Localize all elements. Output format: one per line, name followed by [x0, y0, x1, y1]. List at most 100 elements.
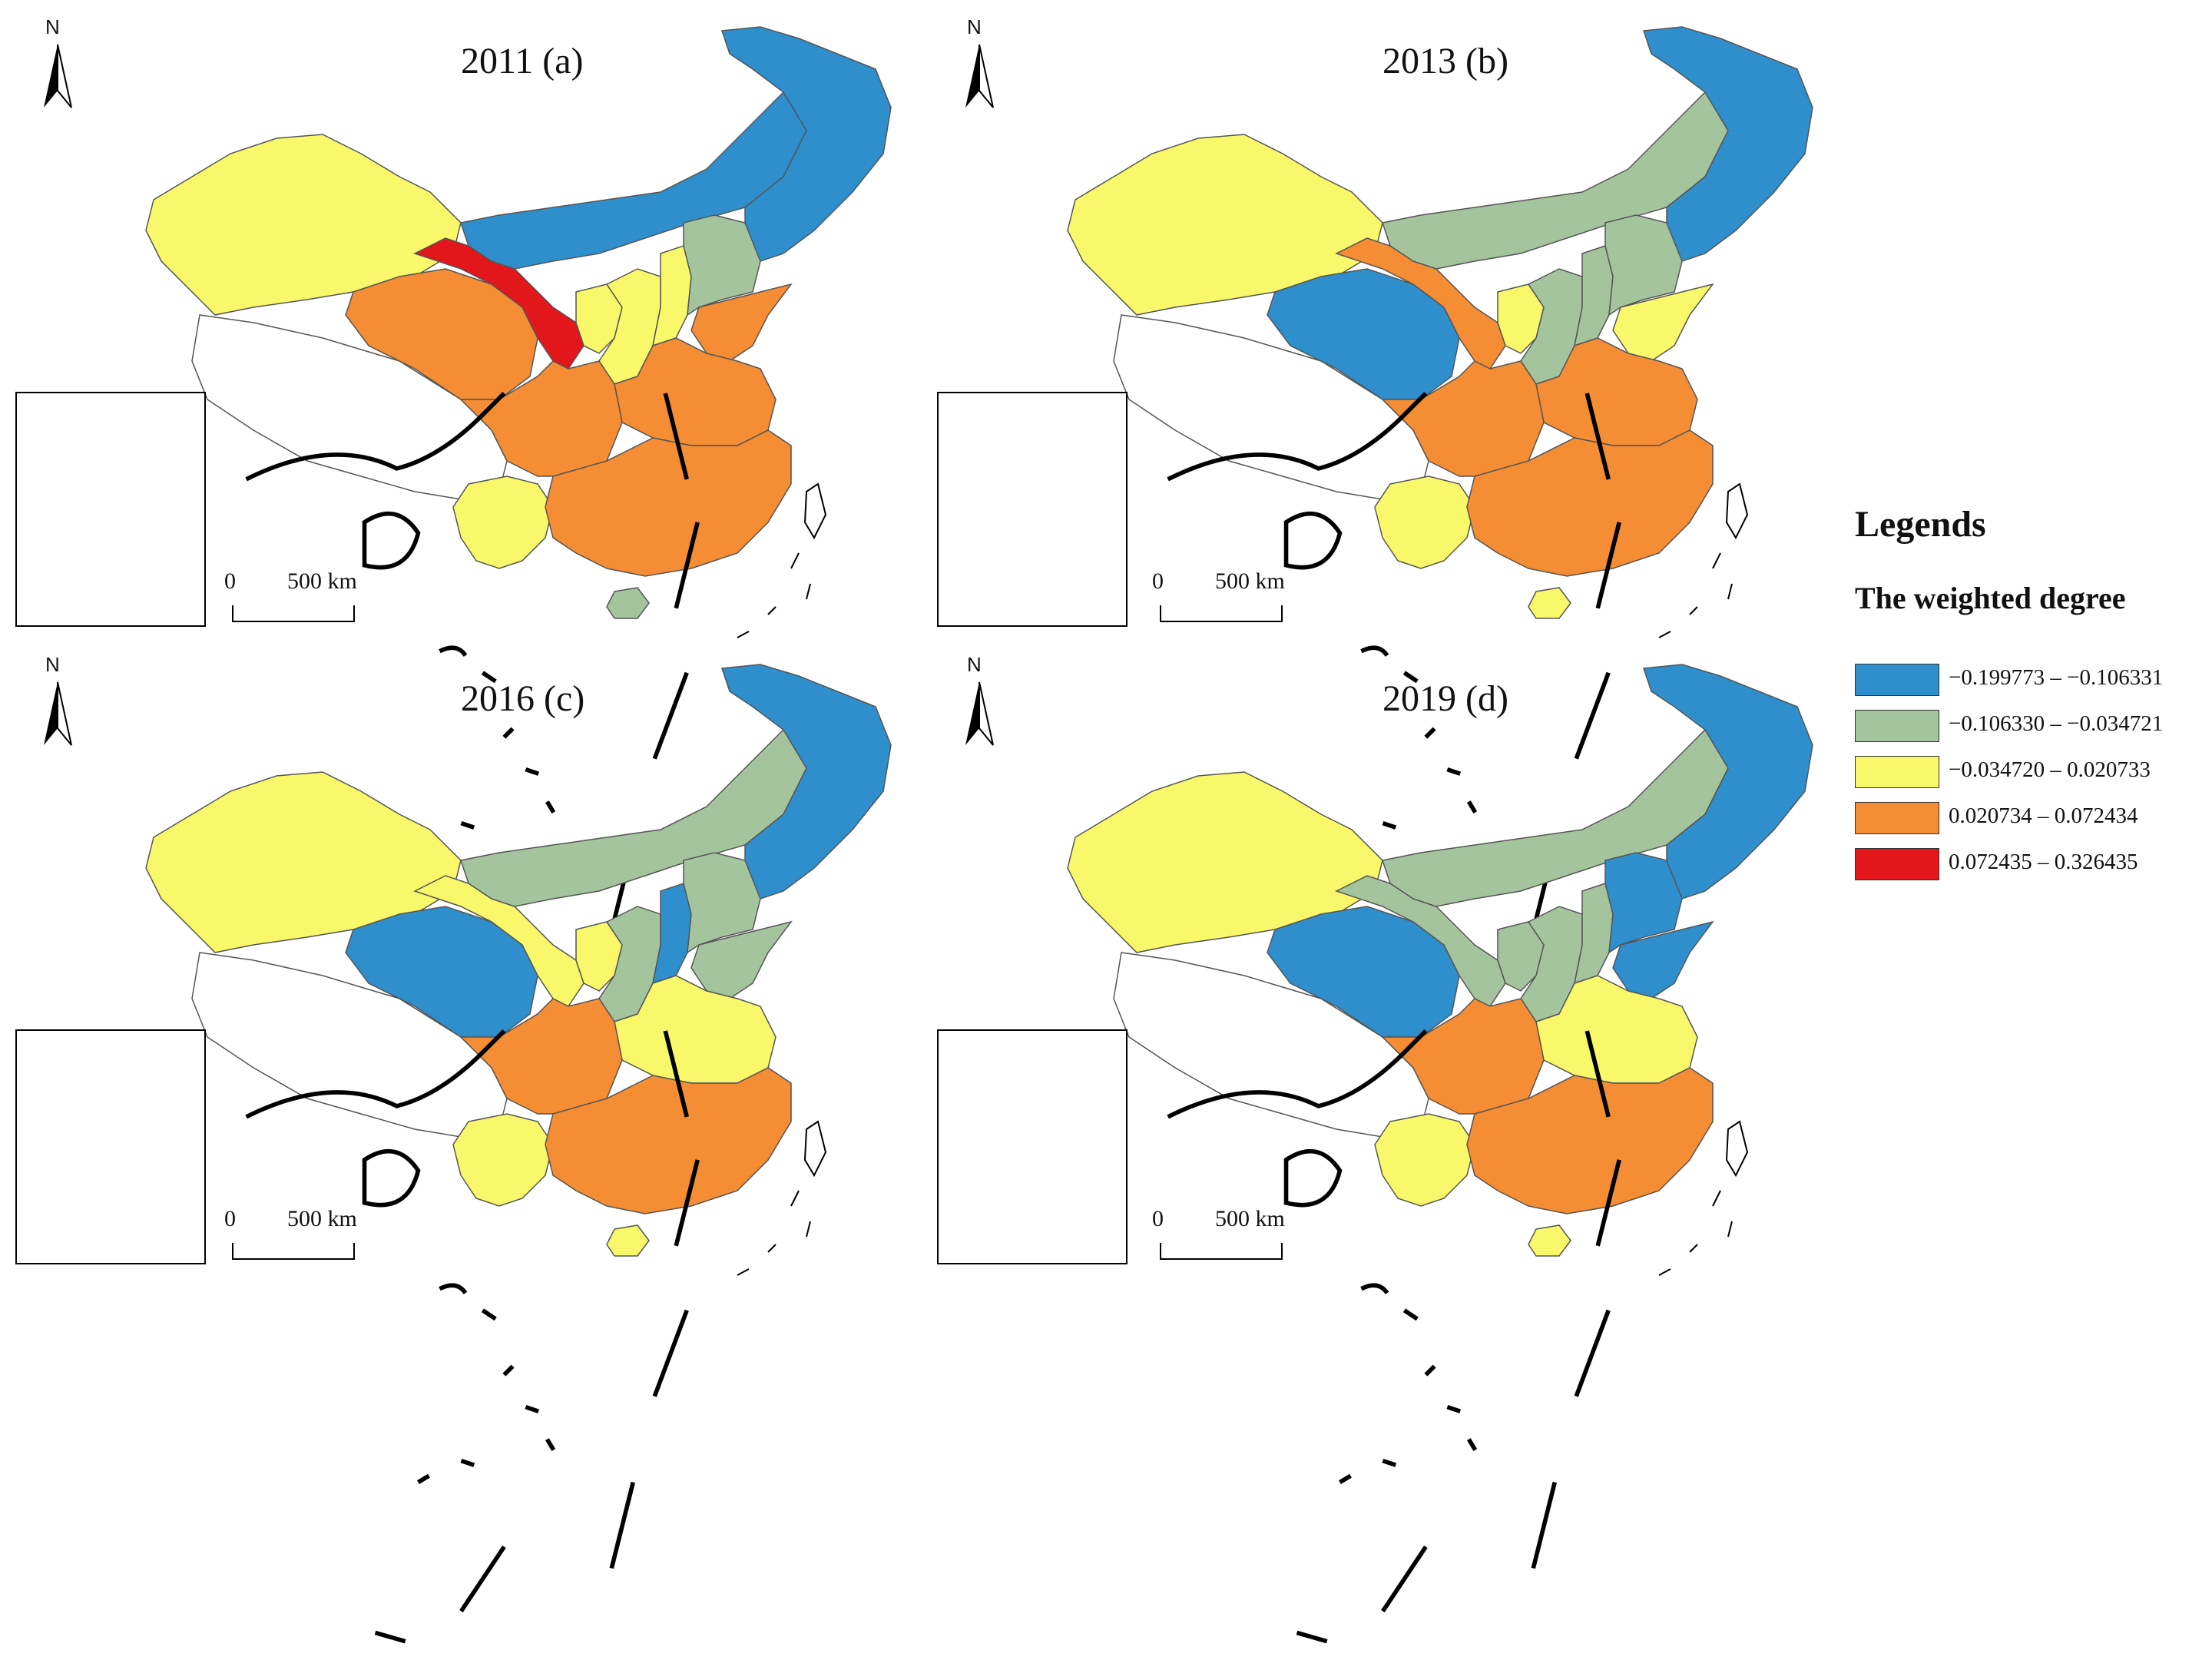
region-qinghai [1267, 906, 1460, 1038]
boundary-dash [806, 1221, 811, 1238]
boundary-dash [790, 1190, 800, 1207]
south-china-sea-inset [937, 1029, 1621, 1644]
legend: Legends The weighted degree −0.199773 – … [1855, 503, 2208, 933]
panel-title: 2013 (b) [1382, 41, 1508, 81]
region-north-china [683, 852, 761, 954]
scale-zero: 0 [1152, 1206, 1164, 1231]
china-map [145, 664, 892, 1276]
region-central [1535, 975, 1698, 1084]
panel-title: 2016 (c) [461, 678, 585, 719]
region-shandong [1612, 283, 1714, 362]
boundary-dash [737, 631, 750, 638]
legend-item: −0.034720 – 0.020733 [1855, 753, 2208, 791]
region-north-china [1604, 214, 1683, 316]
legend-swatch [1855, 756, 1939, 788]
region-xinjiang [145, 134, 462, 316]
boundary-dash [806, 583, 811, 600]
region-taiwan [803, 1120, 827, 1178]
boundary-dash [737, 1268, 750, 1276]
scale-bar-line [1160, 1243, 1283, 1260]
legend-label: −0.034720 – 0.020733 [1949, 757, 2151, 782]
region-central [614, 337, 777, 446]
map-panel-2013: 2013 (b) N 0 500 km [922, 0, 1905, 1006]
boundary-dash [790, 552, 800, 569]
region-xinjiang [145, 771, 462, 953]
north-arrow-icon: N [956, 653, 1002, 746]
region-sichuan [1381, 998, 1545, 1115]
legend-subtitle: The weighted degree [1855, 581, 2126, 615]
region-qinghai [345, 268, 538, 400]
region-sichuan [1381, 360, 1545, 477]
north-arrow-icon: N [35, 653, 81, 746]
legend-label: −0.106330 – −0.034721 [1949, 711, 2164, 736]
region-northeast [720, 26, 892, 262]
north-arrow-icon: N [35, 15, 81, 108]
boundary-dash [1727, 583, 1733, 600]
scale-bar: 0 500 km [224, 568, 401, 630]
scale-zero: 0 [1152, 568, 1164, 594]
boundary-dash [1712, 552, 1721, 569]
map-panel-2016: 2016 (c) N 0 500 km [0, 638, 983, 1644]
region-shandong [690, 920, 793, 999]
legend-title: Legends [1855, 504, 1986, 545]
region-yunnan [452, 1113, 554, 1207]
scale-distance: 500 km [1215, 1206, 1285, 1231]
south-china-sea-inset [15, 1029, 700, 1644]
legend-swatch [1855, 802, 1939, 834]
legend-swatch [1855, 710, 1939, 742]
south-china-sea-inset [15, 392, 700, 1006]
scale-bar-line [1160, 605, 1283, 622]
north-arrow-icon: N [956, 15, 1002, 108]
region-qinghai [345, 906, 538, 1038]
boundary-dash [1689, 606, 1698, 615]
region-north-china [683, 214, 761, 316]
region-taiwan [803, 482, 827, 540]
north-label: N [967, 653, 982, 676]
scale-bar: 0 500 km [224, 1206, 401, 1267]
region-hainan [1528, 1224, 1571, 1257]
region-shandong [690, 283, 793, 362]
region-sichuan [459, 360, 623, 477]
region-xinjiang [1067, 771, 1383, 953]
legend-swatch [1855, 664, 1939, 696]
region-xinjiang [1067, 134, 1383, 316]
region-qinghai [1267, 268, 1460, 400]
map-panel-2019: 2019 (d) N 0 500 km [922, 638, 1905, 1644]
scale-zero: 0 [224, 568, 236, 594]
north-label: N [967, 15, 982, 38]
china-map [1067, 26, 1813, 638]
legend-item: 0.072435 – 0.326435 [1855, 845, 2208, 883]
region-hainan [606, 587, 650, 619]
region-central [1535, 337, 1698, 446]
region-taiwan [1725, 1120, 1749, 1178]
legend-label: −0.199773 – −0.106331 [1949, 665, 2164, 690]
map-panel-2011: 2011 (a) N 0 500 km [0, 0, 983, 1006]
south-china-sea-inset [937, 392, 1621, 1006]
region-hainan [1528, 587, 1571, 619]
boundary-dash [767, 606, 777, 615]
region-sichuan [459, 998, 623, 1115]
panel-title: 2019 (d) [1382, 678, 1508, 719]
region-yunnan [1374, 476, 1475, 569]
boundary-dash [1712, 1190, 1721, 1207]
region-shandong [1612, 920, 1714, 999]
north-label: N [45, 653, 60, 676]
legend-item: −0.199773 – −0.106331 [1855, 661, 2208, 699]
region-yunnan [1374, 1113, 1475, 1207]
scale-zero: 0 [224, 1206, 236, 1231]
boundary-dash [1658, 1268, 1671, 1276]
legend-swatch [1855, 848, 1939, 880]
boundary-dash [1658, 631, 1671, 638]
boundary-dash [767, 1244, 777, 1253]
region-northeast [1642, 26, 1813, 262]
scale-bar: 0 500 km [1152, 568, 1329, 630]
region-northeast [720, 664, 892, 900]
scale-distance: 500 km [1215, 568, 1285, 594]
legend-item: −0.106330 – −0.034721 [1855, 707, 2208, 745]
region-northeast [1642, 664, 1813, 900]
region-yunnan [452, 476, 554, 569]
china-map [1067, 664, 1813, 1276]
region-central [614, 975, 777, 1084]
china-map [145, 26, 892, 638]
scale-distance: 500 km [287, 568, 357, 594]
